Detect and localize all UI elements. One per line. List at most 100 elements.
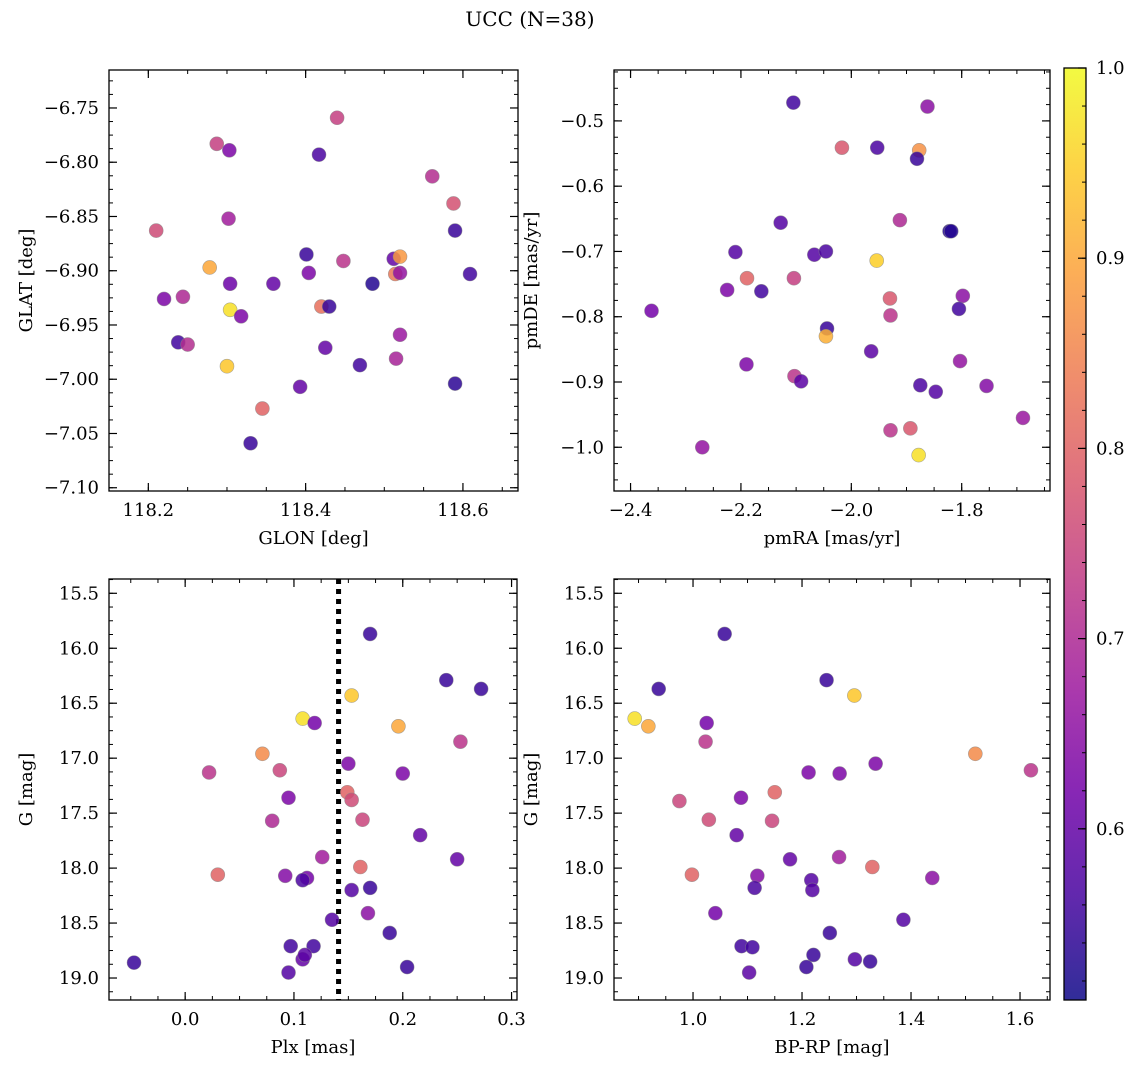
data-point (299, 247, 314, 262)
data-point (903, 421, 918, 436)
data-point (968, 746, 983, 762)
y-tick-label: 17.0 (59, 748, 99, 769)
y-tick-label: −6.95 (44, 315, 99, 336)
panel-pmra-pmde: −2.4 −2.2 −2.0 −1.8 −1.0 −0.9 −0.8 −0.7 −0.6 −0.5… (521, 69, 1051, 549)
data-point (911, 447, 926, 463)
data-point (782, 852, 798, 867)
data-point (360, 905, 376, 921)
data-point (473, 681, 489, 697)
data-point (793, 374, 809, 389)
data-point (306, 938, 321, 954)
data-point (695, 439, 710, 455)
data-point (834, 140, 850, 155)
data-point (822, 925, 838, 941)
data-point (869, 253, 885, 268)
data-point (341, 756, 356, 771)
y-tick-label: 17.5 (59, 803, 99, 824)
data-point (180, 337, 195, 352)
x-tick-label: −1.8 (940, 500, 984, 521)
data-point (399, 959, 415, 975)
data-point (392, 327, 408, 343)
data-point (819, 672, 834, 688)
data-point (920, 99, 935, 114)
data-point (627, 711, 643, 726)
data-point (281, 965, 296, 980)
panel-plx-g: 0.0 0.1 0.2 0.3 15.5 16.0 16.5 17.0 17.5 18.0 18.5… (16, 578, 526, 1058)
data-point (243, 435, 258, 451)
data-point (438, 672, 454, 688)
ticks: 118.2 118.4 118.6 −7.10 −7.05 −7.00 −6.95 −6.90… (44, 70, 518, 521)
data-point (221, 211, 236, 226)
colorbar-tick-label: 0.7 (1096, 629, 1125, 650)
data-point (336, 253, 351, 269)
y-tick-label: −7.10 (44, 478, 99, 499)
data-point (883, 422, 898, 438)
data-point (832, 766, 847, 781)
data-point (909, 151, 925, 167)
data-point (684, 867, 700, 882)
data-point (219, 358, 235, 374)
y-tick-label: −6.80 (44, 152, 99, 173)
x-tick-label: −2.4 (609, 500, 653, 521)
data-point (882, 291, 898, 306)
x-tick-label: 0.0 (171, 1009, 200, 1030)
ticks: 0.0 0.1 0.2 0.3 15.5 16.0 16.5 17.0 17.5 18.0 18.5… (59, 579, 526, 1030)
y-tick-label: −7.00 (44, 369, 99, 390)
figure-title: UCC (N=38) (465, 7, 594, 31)
data-point (750, 868, 765, 884)
data-point (233, 309, 249, 324)
colorbar-gradient (1064, 68, 1086, 1000)
y-tick-label: 16.0 (564, 638, 604, 659)
data-point (255, 746, 270, 762)
data-point (729, 827, 744, 843)
y-tick-label: 16.5 (59, 693, 99, 714)
data-point (222, 302, 238, 318)
data-point (862, 954, 878, 969)
data-point (739, 357, 754, 372)
data-point (741, 965, 757, 980)
x-tick-label: 118.2 (123, 500, 175, 521)
y-tick-label: −0.6 (560, 176, 604, 197)
data-point (651, 681, 666, 697)
data-point (382, 925, 398, 941)
x-tick-label: 1.6 (1006, 1009, 1035, 1030)
data-point (754, 283, 769, 299)
x-tick-label: −2.0 (829, 500, 873, 521)
data-point (355, 812, 370, 828)
data-point (321, 299, 337, 314)
y-tick-label: −6.85 (44, 206, 99, 227)
x-axis-label: GLON [deg] (258, 528, 368, 549)
data-point (156, 291, 172, 307)
data-point (869, 140, 885, 155)
colorbar-tick-label: 0.8 (1096, 438, 1125, 459)
data-point (979, 378, 994, 394)
data-point (818, 244, 834, 259)
data-point (281, 790, 296, 806)
data-point (831, 849, 847, 865)
data-point (847, 688, 862, 703)
data-point (896, 912, 911, 928)
y-tick-label: 18.5 (59, 913, 99, 934)
data-point (453, 734, 468, 749)
scatter-points (126, 626, 489, 980)
y-tick-label: 17.5 (564, 803, 604, 824)
ticks: 1.0 1.2 1.4 1.6 15.5 16.0 16.5 17.0 17.5 18.0 18.5… (564, 579, 1050, 1030)
data-point (292, 379, 308, 395)
data-point (353, 859, 368, 875)
plot-frame (613, 69, 1051, 492)
data-point (698, 734, 713, 749)
data-point (362, 880, 378, 896)
plot-frame (613, 578, 1051, 1001)
data-point (818, 329, 834, 344)
data-point (395, 766, 411, 781)
scatter-points (644, 95, 1031, 463)
y-tick-label: −1.0 (560, 437, 604, 458)
data-point (786, 95, 801, 110)
y-tick-label: 15.5 (564, 583, 604, 604)
data-point (1015, 410, 1031, 426)
x-axis-label: BP-RP [mag] (774, 1037, 889, 1058)
y-tick-label: 18.0 (564, 858, 604, 879)
data-point (1023, 762, 1039, 778)
y-tick-label: 18.0 (59, 858, 99, 879)
data-point (868, 756, 883, 771)
